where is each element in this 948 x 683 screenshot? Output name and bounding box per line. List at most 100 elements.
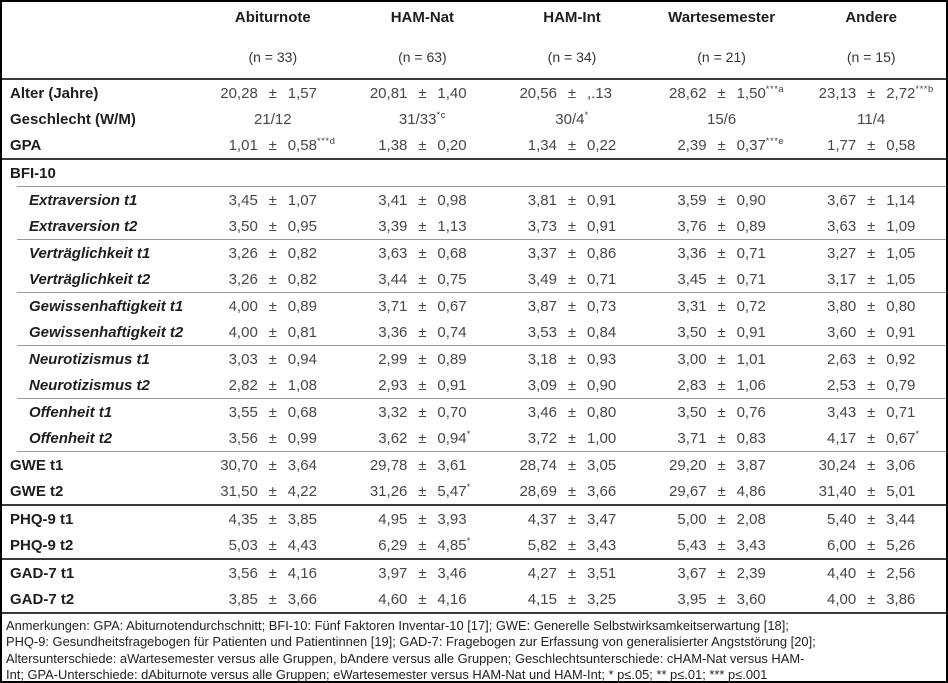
data-cell: 4,15 ±3,25 [497, 591, 647, 608]
mean-value: 3,56 [228, 564, 258, 582]
sd-value: 1,06 [736, 376, 766, 394]
data-cell: 29,67 ±4,86 [647, 483, 797, 500]
plus-minus-sign: ± [567, 403, 577, 421]
table-row: Neurotizismus t2 2,82 ±1,08 2,93 ±0,91 3,09 ±0… [2, 372, 946, 398]
mean-value: 4,00 [228, 297, 258, 315]
sd-value: 0,89 [736, 217, 766, 235]
plus-minus-sign: ± [867, 510, 876, 528]
mean-value: 1,38 [378, 136, 408, 154]
row-label: Verträglichkeit t2 [29, 270, 151, 288]
plus-minus-sign: ± [867, 376, 876, 394]
sd-value: 0,90 [586, 376, 617, 394]
table-row: PHQ-9 t2 5,03 ±4,43 6,29 ±4,85* 5,82 ±3,43 5,43… [2, 532, 946, 558]
data-cell: 2,82 ±1,08 [198, 377, 348, 394]
data-cell: 4,40 ±2,56 [796, 565, 946, 582]
data-cell: 3,46 ±0,80 [497, 404, 647, 421]
plus-minus-sign: ± [867, 429, 876, 447]
sd-value: 1,00 [586, 429, 617, 447]
plus-minus-sign: ± [567, 84, 577, 102]
data-cell: 29,78 ±3,61 [348, 457, 498, 474]
plus-minus-sign: ± [418, 297, 427, 315]
row-separator [2, 504, 946, 506]
data-cell: 3,59 ±0,90 [647, 192, 797, 209]
plus-minus-sign: ± [418, 244, 427, 262]
sd-value: 0,91 [736, 323, 766, 341]
mean-value: 3,09 [527, 376, 557, 394]
data-cell: 28,74 ±3,05 [497, 457, 647, 474]
sd-value: 1,05 [886, 270, 916, 288]
significance-marker: ***b [915, 83, 934, 95]
plus-minus-sign: ± [418, 136, 427, 154]
data-cell: 1,34 ±0,22 [497, 137, 647, 154]
column-sample-size: (n = 15) [846, 49, 896, 65]
sd-value: 0,37***e [736, 135, 785, 154]
mean-value: 1,01 [228, 136, 258, 154]
plus-minus-sign: ± [567, 564, 577, 582]
table-row: Neurotizismus t1 3,03 ±0,94 2,99 ±0,89 3,18 ±0… [2, 346, 946, 372]
mean-value: 5,40 [826, 510, 857, 528]
data-cell: 20,81 ±1,40 [348, 85, 498, 102]
plus-minus-sign: ± [268, 429, 277, 447]
mean-value: 30,24 [818, 456, 857, 474]
mean-value: 3,76 [677, 217, 707, 235]
data-cell: 3,63 ±0,68 [348, 245, 498, 262]
plus-minus-sign: ± [867, 191, 876, 209]
sd-value: 4,16 [287, 564, 317, 582]
row-label: Extraversion t2 [29, 217, 138, 235]
mean-value: 3,36 [677, 244, 707, 262]
mean-value: 4,27 [527, 564, 557, 582]
mean-value: 3,31 [677, 297, 707, 315]
mean-value: 23,13 [818, 84, 857, 102]
sd-value: 1,07 [287, 191, 317, 209]
plus-minus-sign: ± [717, 350, 726, 368]
mean-value: 30,70 [220, 456, 258, 474]
sd-value: 1,01 [736, 350, 766, 368]
row-separator [17, 451, 946, 452]
data-cell: 3,00 ±1,01 [647, 351, 797, 368]
row-label: GAD-7 t2 [10, 590, 75, 608]
plus-minus-sign: ± [717, 376, 726, 394]
data-cell: 3,50 ±0,76 [647, 404, 797, 421]
mean-value: 3,44 [378, 270, 408, 288]
data-cell: 3,73 ±0,91 [497, 218, 647, 235]
table-row: Offenheit t2 3,56 ±0,99 3,62 ±0,94* 3,72 ±1,00… [2, 425, 946, 451]
sd-value: 0,22 [586, 136, 617, 154]
mean-value: 3,39 [378, 217, 408, 235]
data-cell: 4,17 ±0,67* [796, 429, 946, 447]
mean-value: 3,63 [826, 217, 857, 235]
data-cell: 30/4* [497, 110, 647, 127]
table-row: GWE t2 31,50 ±4,22 31,26 ±5,47* 28,69 ±3,66 29,… [2, 478, 946, 504]
mean-value: 3,26 [228, 270, 258, 288]
sd-value: 0,20 [437, 136, 467, 154]
data-cell: 3,41 ±0,98 [348, 192, 498, 209]
data-cell: 3,09 ±0,90 [497, 377, 647, 394]
data-cell: 3,55 ±0,68 [198, 404, 348, 421]
sd-value: 4,43 [287, 536, 317, 554]
plus-minus-sign: ± [567, 429, 577, 447]
data-cell: 3,85 ±3,66 [198, 591, 348, 608]
column-sample-size: (n = 63) [398, 49, 447, 65]
mean-value: 3,63 [378, 244, 408, 262]
column-header-ham-int: HAM-Int (n = 34) [497, 2, 647, 78]
sd-value: 0,58 [886, 136, 916, 154]
data-cell: 28,69 ±3,66 [497, 483, 647, 500]
mean-value: 3,72 [527, 429, 557, 447]
mean-value: 1,34 [527, 136, 557, 154]
plus-minus-sign: ± [867, 350, 876, 368]
table-row: Extraversion t2 3,50 ±0,95 3,39 ±1,13 3,73 ±0,… [2, 213, 946, 239]
sd-value: 0,58***d [287, 135, 336, 154]
footnote-line: Altersunterschiede: aWartesemester versu… [6, 650, 805, 666]
plus-minus-sign: ± [867, 244, 876, 262]
data-cell: 1,77 ±0,58 [796, 137, 946, 154]
column-header-abiturnote: Abiturnote (n = 33) [198, 2, 348, 78]
row-label: Extraversion t1 [29, 191, 138, 209]
data-cell: 3,72 ±1,00 [497, 430, 647, 447]
mean-value: 20,81 [369, 84, 408, 102]
plus-minus-sign: ± [567, 536, 577, 554]
mean-value: 3,50 [228, 217, 258, 235]
table-footnotes: Anmerkungen: GPA: Abiturnotendurchschnit… [2, 614, 946, 681]
plus-minus-sign: ± [867, 482, 876, 500]
data-cell: 3,36 ±0,74 [348, 324, 498, 341]
mean-value: 2,82 [228, 376, 258, 394]
row-label: Offenheit t1 [29, 403, 113, 421]
